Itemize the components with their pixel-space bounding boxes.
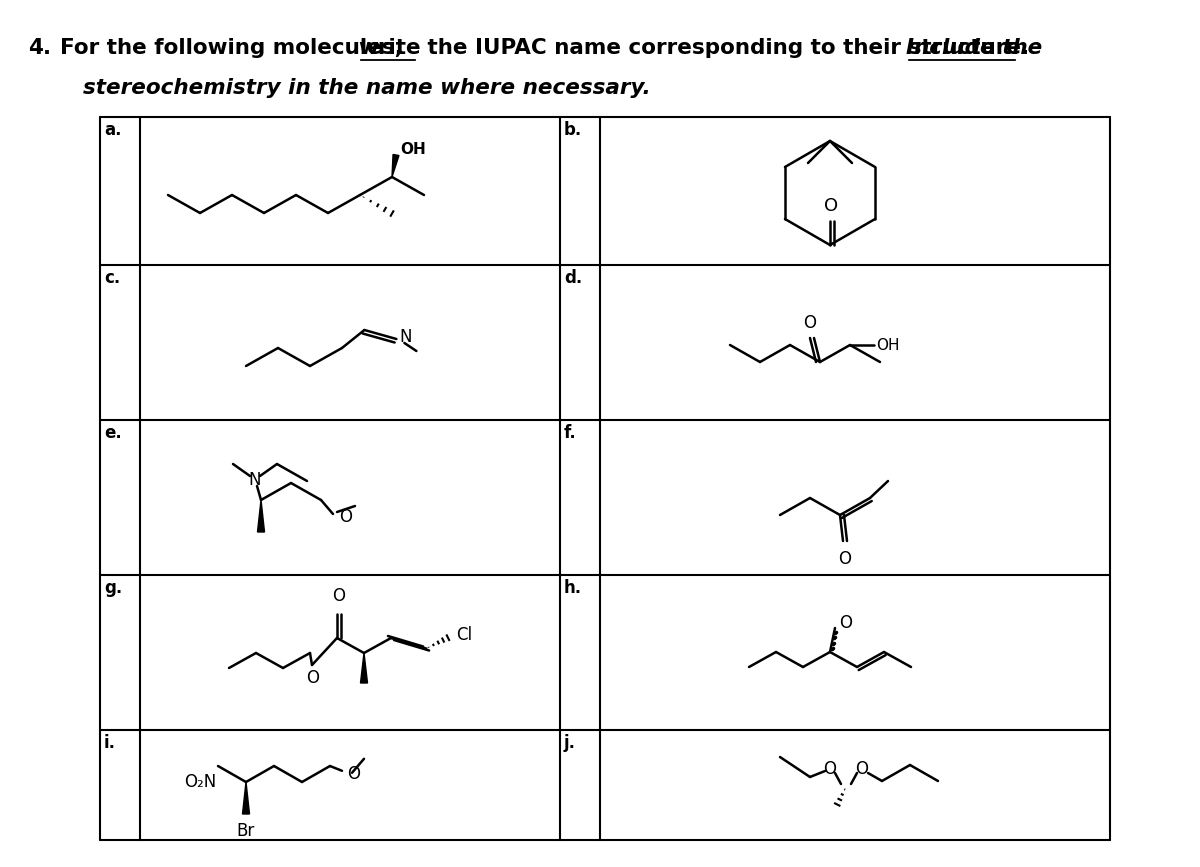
Text: O: O [804, 314, 816, 332]
Text: f.: f. [564, 424, 577, 442]
Text: the IUPAC name corresponding to their structure.: the IUPAC name corresponding to their st… [420, 38, 1037, 58]
Text: OH: OH [876, 337, 900, 353]
Text: O: O [839, 614, 852, 632]
Text: write: write [358, 38, 421, 58]
Text: 4.: 4. [28, 38, 52, 58]
Polygon shape [360, 653, 367, 683]
Polygon shape [392, 154, 398, 177]
Text: O: O [332, 587, 346, 605]
Text: Cl: Cl [456, 625, 473, 643]
Text: O: O [306, 669, 319, 687]
Text: h.: h. [564, 579, 582, 597]
Text: N: N [248, 471, 262, 489]
Text: O: O [823, 760, 836, 778]
Text: O: O [824, 197, 839, 215]
Polygon shape [242, 782, 250, 814]
Text: O₂N: O₂N [184, 773, 216, 791]
Text: O: O [340, 508, 352, 526]
Text: Br: Br [236, 822, 256, 840]
Text: OH: OH [400, 141, 426, 157]
Text: b.: b. [564, 121, 582, 139]
Text: O: O [839, 550, 852, 568]
Polygon shape [258, 500, 264, 532]
Text: j.: j. [564, 734, 576, 752]
Text: Include the: Include the [906, 38, 1043, 58]
Text: e.: e. [104, 424, 121, 442]
Text: a.: a. [104, 121, 121, 139]
Text: c.: c. [104, 269, 120, 287]
Text: N: N [400, 328, 412, 346]
Text: O: O [347, 765, 360, 783]
Text: d.: d. [564, 269, 582, 287]
Text: stereochemistry in the name where necessary.: stereochemistry in the name where necess… [83, 78, 650, 98]
Text: i.: i. [104, 734, 116, 752]
Text: For the following molecules,: For the following molecules, [60, 38, 410, 58]
Text: O: O [856, 760, 869, 778]
Text: g.: g. [104, 579, 122, 597]
